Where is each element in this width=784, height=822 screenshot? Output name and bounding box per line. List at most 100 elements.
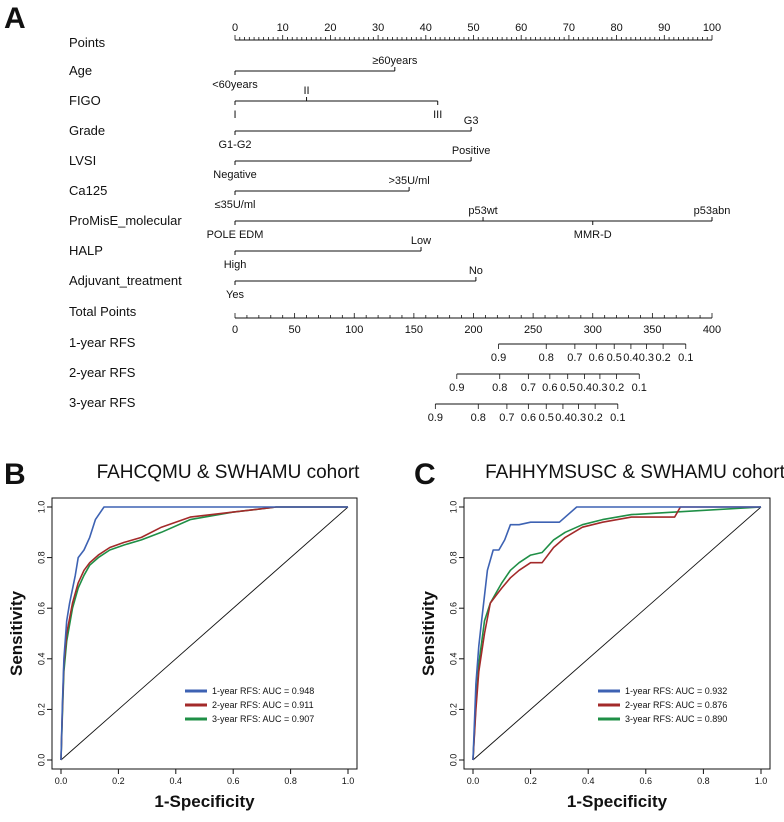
total-points-tick-label: 200 — [464, 324, 482, 336]
roc-series-line-2y — [472, 506, 761, 761]
panel-a-letter: A — [4, 2, 26, 35]
variable-label-promise-molecular: ProMisE_molecular — [69, 213, 182, 228]
x-tick-label: 0.4 — [170, 776, 183, 786]
points-tick-label: 0 — [232, 22, 238, 34]
variable-label-figo: FIGO — [69, 93, 101, 108]
y-tick-label: 0.2 — [448, 703, 458, 716]
rfs-tick-label: 0.3 — [571, 412, 586, 424]
category-label: ≤35U/ml — [215, 199, 256, 211]
y-tick-label: 0.2 — [36, 703, 46, 716]
total-points-tick-label: 300 — [584, 324, 602, 336]
variable-label-halp: HALP — [69, 243, 103, 258]
category-label: ≥60years — [372, 55, 418, 67]
chart-title: FAHHYMSUSC & SWHAMU cohort — [485, 462, 784, 483]
category-label: Negative — [213, 169, 256, 181]
panel-b-letter: B — [4, 458, 26, 491]
rfs-tick-label: 0.4 — [623, 352, 638, 364]
category-label: G1-G2 — [218, 139, 251, 151]
category-label: I — [233, 109, 236, 121]
x-tick-label: 0.8 — [284, 776, 297, 786]
x-tick-label: 1.0 — [342, 776, 355, 786]
rfs-tick-label: 0.7 — [499, 412, 514, 424]
x-tick-label: 0.6 — [640, 776, 653, 786]
rfs-tick-label: 0.4 — [577, 382, 592, 394]
total-points-tick-label: 50 — [289, 324, 301, 336]
points-tick-label: 30 — [372, 22, 384, 34]
y-tick-label: 0.8 — [448, 551, 458, 564]
rfs-tick-label: 0.8 — [539, 352, 554, 364]
total-points-tick-label: 350 — [643, 324, 661, 336]
category-label: POLE EDM — [207, 229, 264, 241]
y-tick-label: 0.0 — [448, 754, 458, 767]
roc-series-line-1y — [472, 506, 761, 761]
rfs-tick-label: 0.6 — [542, 382, 557, 394]
y-tick-label: 0.8 — [36, 551, 46, 564]
rfs-tick-label: 0.6 — [589, 352, 604, 364]
category-label: G3 — [464, 115, 479, 127]
points-row-label: Points — [69, 35, 106, 50]
legend-entry: 3-year RFS: AUC = 0.907 — [212, 714, 314, 724]
rfs-tick-label: 0.8 — [492, 382, 507, 394]
rfs-tick-label: 0.9 — [449, 382, 464, 394]
rfs-tick-label: 0.3 — [639, 352, 654, 364]
variable-label-ca125: Ca125 — [69, 183, 107, 198]
rfs-tick-label: 0.9 — [491, 352, 506, 364]
reference-diagonal — [60, 506, 349, 761]
rfs-tick-label: 0.2 — [587, 412, 602, 424]
category-label: II — [303, 85, 309, 97]
points-tick-label: 10 — [277, 22, 289, 34]
y-axis-title: Sensitivity — [7, 590, 26, 676]
y-tick-label: 0.0 — [36, 754, 46, 767]
category-label: >35U/ml — [388, 175, 429, 187]
total-points-tick-label: 0 — [232, 324, 238, 336]
legend-entry: 1-year RFS: AUC = 0.948 — [212, 686, 314, 696]
x-tick-label: 0.4 — [582, 776, 595, 786]
total-points-tick-label: 400 — [703, 324, 721, 336]
category-label: <60years — [212, 79, 258, 91]
y-tick-label: 0.6 — [448, 602, 458, 615]
legend-entry: 3-year RFS: AUC = 0.890 — [625, 714, 727, 724]
points-tick-label: 80 — [610, 22, 622, 34]
points-tick-label: 100 — [703, 22, 721, 34]
plot-frame — [463, 497, 771, 770]
rfs-tick-label: 0.7 — [521, 382, 536, 394]
category-label: p53wt — [468, 205, 497, 217]
points-tick-label: 90 — [658, 22, 670, 34]
variable-label-lvsi: LVSI — [69, 153, 96, 168]
plot-frame — [51, 497, 358, 770]
rfs-tick-label: 0.1 — [632, 382, 647, 394]
panel-c-letter: C — [414, 458, 436, 491]
x-tick-label: 0.2 — [112, 776, 125, 786]
points-tick-label: 40 — [420, 22, 432, 34]
variable-label-adjuvant-treatment: Adjuvant_treatment — [69, 273, 182, 288]
reference-diagonal — [472, 506, 762, 761]
total-points-row-label: Total Points — [69, 304, 137, 319]
total-points-tick-label: 100 — [345, 324, 363, 336]
variable-label-age: Age — [69, 63, 92, 78]
category-label: III — [433, 109, 442, 121]
rfs-tick-label: 0.6 — [521, 412, 536, 424]
rfs-tick-label: 0.1 — [610, 412, 625, 424]
x-axis-title: 1-Specificity — [567, 792, 668, 811]
x-axis-title: 1-Specificity — [154, 792, 255, 811]
rfs-tick-label: 0.9 — [428, 412, 443, 424]
category-label: High — [224, 259, 247, 271]
y-tick-label: 0.4 — [448, 653, 458, 666]
total-points-tick-label: 250 — [524, 324, 542, 336]
rfs-scale-label: 3-year RFS — [69, 395, 136, 410]
category-label: Positive — [452, 145, 491, 157]
legend-entry: 1-year RFS: AUC = 0.932 — [625, 686, 727, 696]
roc-chart-b: FAHCQMU & SWHAMU cohort 0.0 0.0 0.2 0.2 0.4 0.… — [7, 462, 360, 811]
legend-entry: 2-year RFS: AUC = 0.911 — [212, 700, 314, 710]
rfs-scale-label: 2-year RFS — [69, 365, 136, 380]
roc-series-line-3y — [472, 506, 762, 761]
rfs-tick-label: 0.4 — [555, 412, 570, 424]
x-tick-label: 0.2 — [524, 776, 537, 786]
category-label: Low — [411, 235, 431, 247]
y-tick-label: 0.6 — [36, 602, 46, 615]
rfs-tick-label: 0.5 — [539, 412, 554, 424]
total-points-tick-label: 150 — [405, 324, 423, 336]
x-tick-label: 1.0 — [755, 776, 768, 786]
rfs-tick-label: 0.5 — [560, 382, 575, 394]
points-tick-label: 70 — [563, 22, 575, 34]
